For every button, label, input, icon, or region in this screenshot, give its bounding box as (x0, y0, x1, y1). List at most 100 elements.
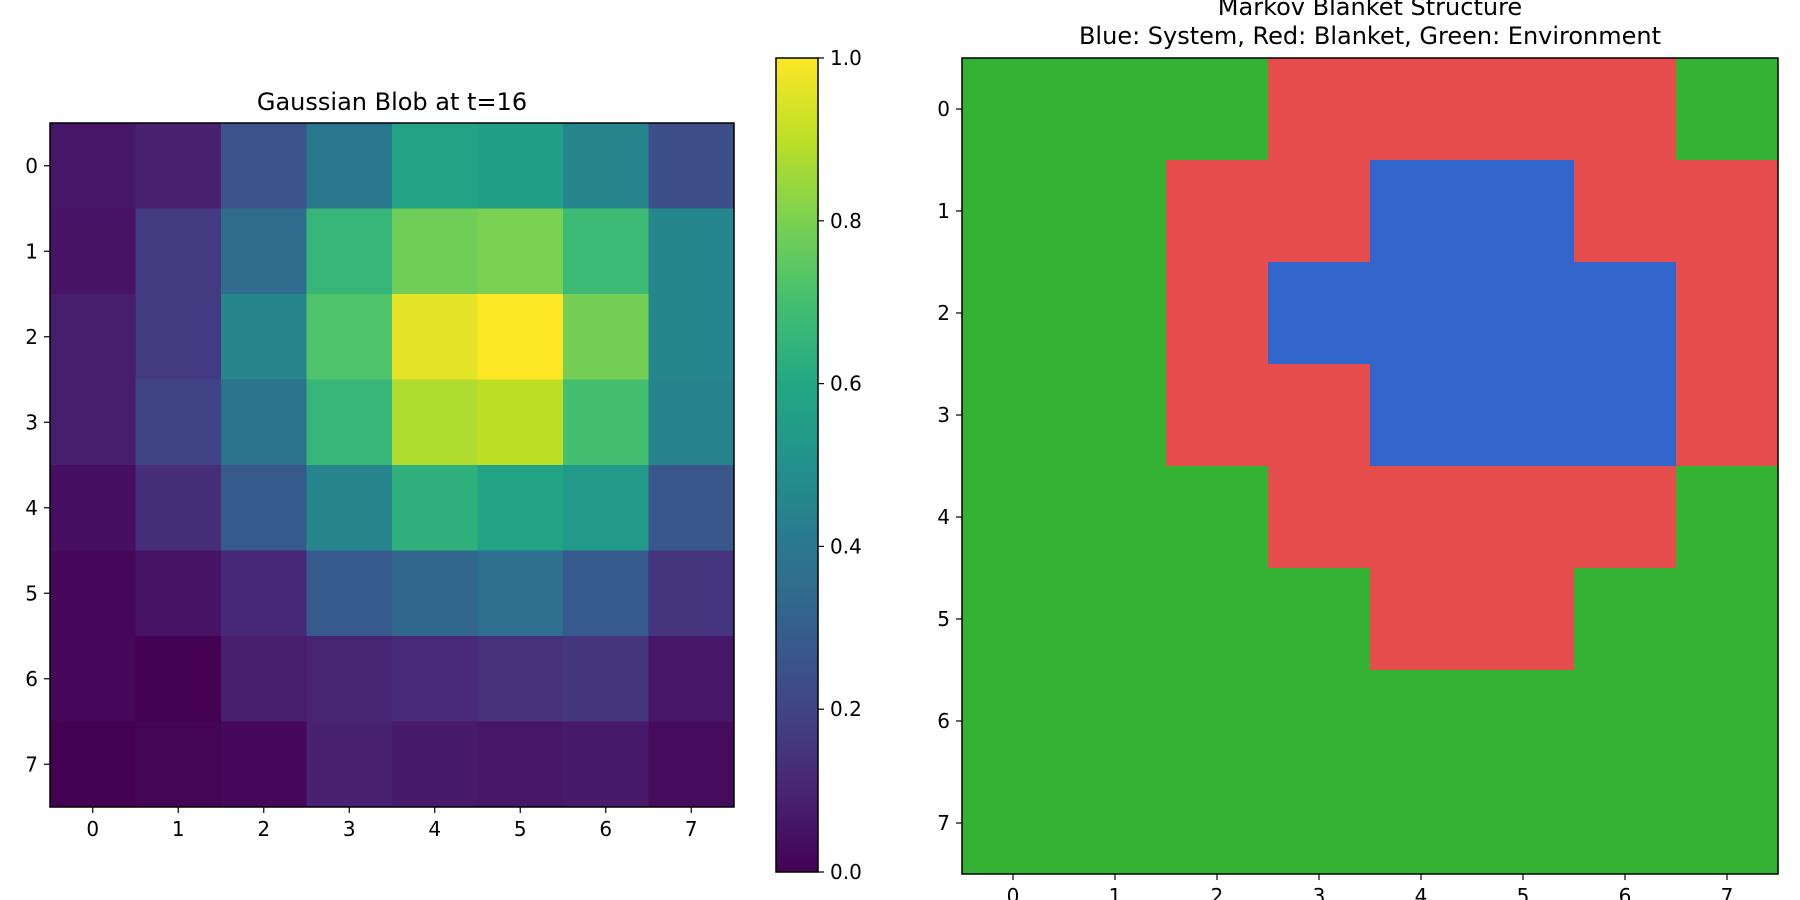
colorbar-tick-label: 0.4 (830, 534, 862, 558)
markov-x-tick-label: 2 (1211, 884, 1224, 900)
colorbar: 0.0 0.2 0.4 0.6 0.8 1.0 (775, 46, 862, 884)
heatmap-cell (563, 465, 649, 551)
heatmap-cell (135, 208, 222, 295)
markov-cell-blanket (1472, 466, 1575, 569)
markov-cell-environment (962, 364, 1065, 467)
heatmap-cell (221, 208, 307, 295)
gaussian-y-axis: 0 1 2 3 4 5 6 7 (25, 154, 50, 776)
heatmap-cell (648, 208, 735, 295)
heatmap-cell (477, 721, 564, 808)
markov-cell-blanket (1166, 364, 1269, 467)
heatmap-cell (135, 123, 222, 209)
markov-cell-blanket (1268, 160, 1371, 263)
heatmap-cell (135, 550, 222, 637)
heatmap-cell (477, 123, 564, 209)
markov-cell-system (1574, 262, 1677, 365)
markov-cell-blanket (1472, 568, 1575, 671)
markov-cell-blanket (1676, 262, 1779, 365)
heatmap-cell (563, 294, 649, 380)
markov-heatmap-cells (962, 58, 1779, 875)
markov-cell-environment (1268, 568, 1371, 671)
markov-cell-environment (1064, 466, 1167, 569)
heatmap-cell (563, 636, 649, 722)
markov-x-axis: 0 1 2 3 4 5 6 7 (1007, 874, 1733, 900)
gaussian-heatmap-cells (50, 123, 735, 808)
heatmap-cell (221, 465, 307, 551)
markov-x-tick-label: 4 (1415, 884, 1428, 900)
markov-cell-environment (1370, 772, 1473, 875)
heatmap-cell (648, 379, 735, 466)
markov-cell-environment (1166, 772, 1269, 875)
markov-cell-system (1574, 364, 1677, 467)
markov-chart: Markov Blanket Structure Blue: System, R… (937, 0, 1779, 900)
heatmap-cell (477, 465, 564, 551)
markov-cell-environment (1676, 670, 1779, 773)
heatmap-cell (50, 208, 136, 295)
gaussian-x-tick-label: 1 (172, 817, 185, 841)
markov-y-tick-label: 1 (937, 199, 950, 223)
markov-cell-environment (1166, 670, 1269, 773)
markov-cell-blanket (1472, 58, 1575, 161)
heatmap-cell (563, 379, 649, 466)
markov-cell-environment (1064, 160, 1167, 263)
markov-cell-environment (962, 568, 1065, 671)
heatmap-cell (221, 721, 307, 808)
gaussian-y-tick-label: 5 (25, 581, 38, 605)
heatmap-cell (306, 123, 393, 209)
heatmap-cell (648, 636, 735, 722)
markov-x-tick-label: 0 (1007, 884, 1020, 900)
heatmap-cell (477, 636, 564, 722)
markov-cell-environment (1064, 58, 1167, 161)
markov-cell-environment (1676, 58, 1779, 161)
heatmap-cell (392, 636, 478, 722)
markov-cell-environment (1064, 670, 1167, 773)
heatmap-cell (306, 208, 393, 295)
colorbar-tick-label: 1.0 (830, 46, 862, 70)
colorbar-frame (775, 57, 819, 873)
heatmap-cell (135, 636, 222, 722)
markov-cell-environment (1574, 772, 1677, 875)
heatmap-cell (306, 465, 393, 551)
gaussian-y-tick-label: 7 (25, 752, 38, 776)
markov-cell-system (1370, 364, 1473, 467)
heatmap-cell (477, 208, 564, 295)
markov-y-tick-label: 6 (937, 709, 950, 733)
heatmap-cell (392, 294, 478, 380)
markov-cell-blanket (1370, 58, 1473, 161)
heatmap-cell (50, 721, 136, 808)
markov-cell-environment (1574, 670, 1677, 773)
heatmap-cell (477, 379, 564, 466)
gaussian-x-axis: 0 1 2 3 4 5 6 7 (86, 807, 698, 841)
markov-cell-system (1472, 262, 1575, 365)
heatmap-cell (392, 123, 478, 209)
heatmap-cell (563, 721, 649, 808)
markov-cell-environment (962, 262, 1065, 365)
heatmap-cell (648, 294, 735, 380)
markov-cell-blanket (1370, 568, 1473, 671)
heatmap-cell (392, 721, 478, 808)
markov-cell-environment (1574, 568, 1677, 671)
heatmap-cell (392, 465, 478, 551)
colorbar-tick-label: 0.8 (830, 209, 862, 233)
heatmap-cell (563, 550, 649, 637)
markov-cell-blanket (1370, 466, 1473, 569)
gaussian-x-tick-label: 0 (86, 817, 99, 841)
markov-cell-system (1370, 262, 1473, 365)
gaussian-x-tick-label: 4 (428, 817, 441, 841)
heatmap-cell (477, 550, 564, 637)
heatmap-cell (648, 465, 735, 551)
colorbar-tick-label: 0.6 (830, 372, 862, 396)
heatmap-cell (648, 550, 735, 637)
markov-cell-blanket (1268, 58, 1371, 161)
gaussian-y-tick-label: 1 (25, 239, 38, 263)
markov-y-tick-label: 2 (937, 301, 950, 325)
markov-x-tick-label: 1 (1109, 884, 1122, 900)
gaussian-y-tick-label: 3 (25, 410, 38, 434)
markov-cell-system (1370, 160, 1473, 263)
heatmap-cell (135, 294, 222, 380)
heatmap-cell (306, 550, 393, 637)
heatmap-cell (648, 721, 735, 808)
gaussian-x-tick-label: 6 (599, 817, 612, 841)
markov-cell-system (1268, 262, 1371, 365)
heatmap-cell (50, 123, 136, 209)
